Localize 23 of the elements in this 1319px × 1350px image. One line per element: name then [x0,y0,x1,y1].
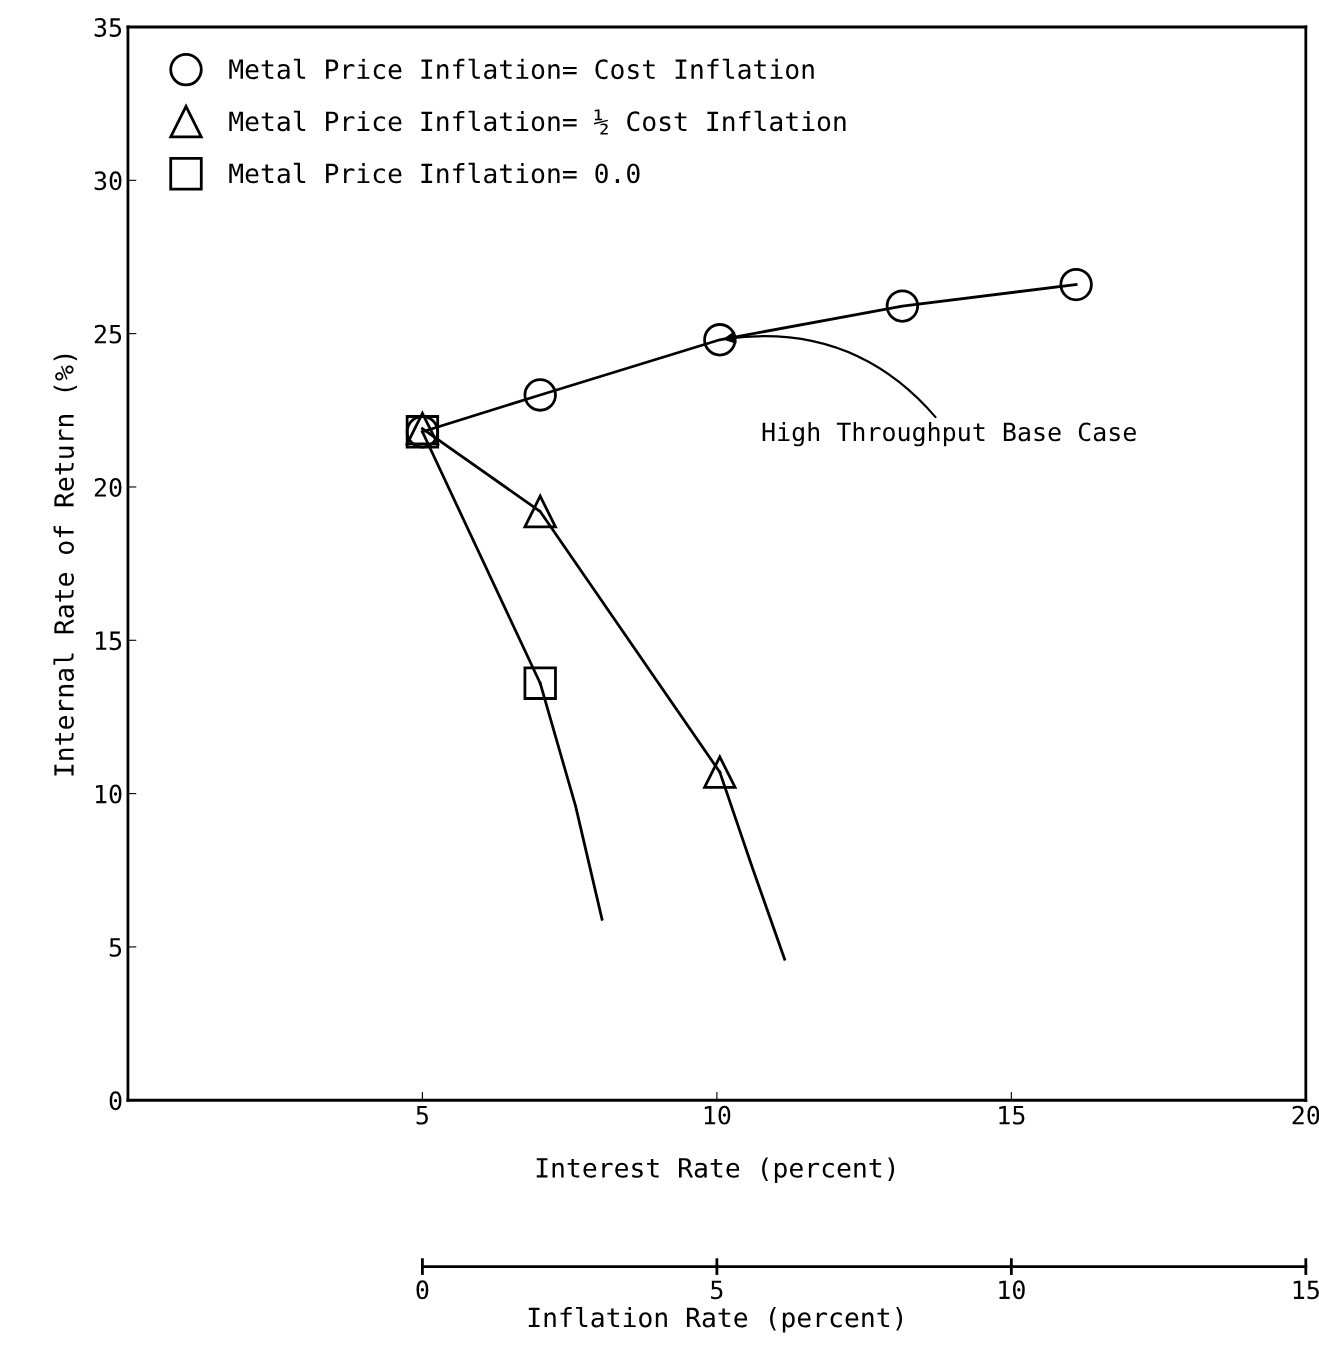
y-tick-label: 15 [95,631,122,651]
legend-label: Metal Price Inflation= ½ Cost Inflation [229,109,846,135]
y-tick-label: 10 [95,784,122,804]
x-tick-label: 5 [416,1106,428,1125]
x2-tick-label: 15 [1293,1280,1319,1300]
legend-label: Metal Price Inflation= Cost Inflation [229,58,814,80]
y-axis-title: Internal Rate of Return (%) [53,354,78,776]
y-tick-label: 25 [94,324,122,344]
x2-tick-label: 10 [999,1280,1025,1300]
legend-label: Metal Price Inflation= 0.0 [229,162,640,184]
x-tick-label: 10 [704,1105,731,1125]
x-tick-label: 15 [999,1106,1025,1125]
x-axis-title: Interest Rate (percent) [536,1157,895,1183]
y-tick-label: 5 [109,938,122,957]
x2-axis-title: Inflation Rate (percent) [528,1306,903,1333]
x2-tick-label: 5 [711,1280,723,1300]
y-tick-label: 30 [94,171,122,191]
y-tick-label: 0 [109,1091,122,1111]
y-tick-label: 35 [94,18,122,37]
x-tick-label: 20 [1292,1105,1319,1125]
annotation: High Throughput Base Case [762,421,1136,447]
x2-tick-label: 0 [416,1280,429,1300]
y-tick-label: 20 [94,477,122,497]
